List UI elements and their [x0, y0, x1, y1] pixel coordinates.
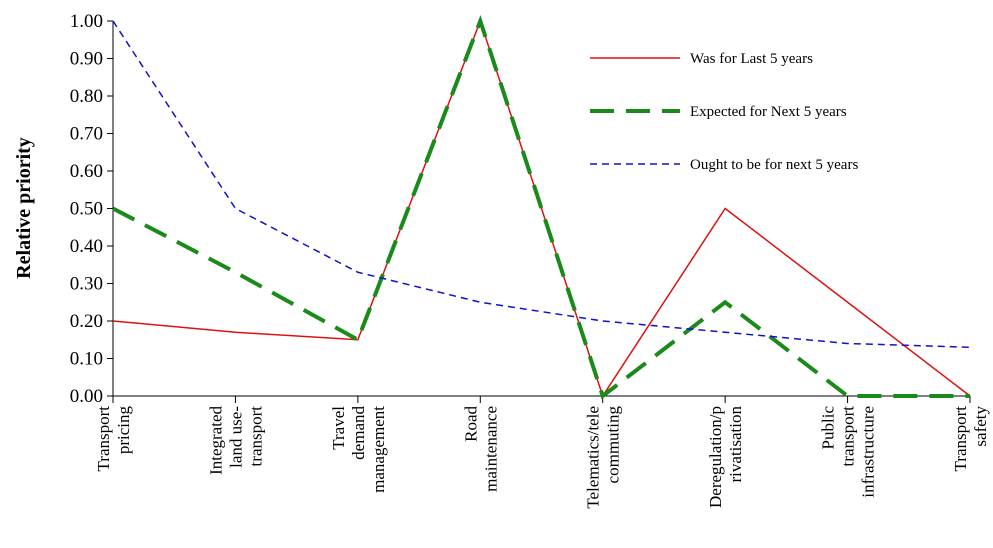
y-tick-label: 0.10 — [70, 349, 103, 370]
y-tick-label: 0.40 — [70, 236, 103, 257]
legend-label: Ought to be for next 5 years — [690, 157, 858, 173]
x-tick-label: land use- — [226, 406, 245, 468]
x-tick-label: transport — [839, 406, 858, 467]
series-line — [112, 18, 971, 398]
x-tick-label: safety — [971, 406, 990, 447]
x-tick-label: Transport — [951, 406, 970, 472]
x-tick-label: Road — [461, 406, 480, 442]
y-tick-label: 0.60 — [70, 161, 103, 182]
y-tick-label: 0.30 — [70, 274, 103, 295]
y-tick-label: 0.90 — [70, 49, 103, 70]
series-line — [112, 15, 970, 400]
legend-label: Expected for Next 5 years — [690, 104, 847, 120]
y-tick-label: 0.80 — [70, 86, 103, 107]
x-tick-label: management — [369, 406, 388, 493]
x-tick-label: infrastructure — [859, 406, 878, 498]
x-tick-label: maintenance — [481, 406, 500, 492]
series-line — [112, 20, 971, 348]
y-tick-label: 0.20 — [70, 311, 103, 332]
x-tick-label: Telematics/tele — [584, 406, 603, 509]
x-tick-label: Deregulation/p — [706, 406, 725, 508]
legend-label: Was for Last 5 years — [690, 51, 813, 67]
x-tick-label: rivatisation — [726, 406, 745, 483]
x-tick-label: demand — [349, 406, 368, 460]
y-tick-label: 0.70 — [70, 124, 103, 145]
y-axis-title: Relative priority — [13, 137, 35, 279]
x-tick-label: Travel — [329, 406, 348, 450]
x-tick-label: Transport — [94, 406, 113, 472]
x-tick-label: transport — [246, 406, 265, 467]
x-tick-label: Public — [819, 406, 838, 450]
x-tick-label: commuting — [604, 406, 623, 484]
y-tick-label: 1.00 — [70, 11, 103, 32]
y-tick-label: 0.50 — [70, 199, 103, 220]
x-tick-label: Integrated — [206, 406, 225, 475]
x-tick-label: pricing — [114, 406, 133, 455]
y-tick-label: 0.00 — [70, 386, 103, 407]
